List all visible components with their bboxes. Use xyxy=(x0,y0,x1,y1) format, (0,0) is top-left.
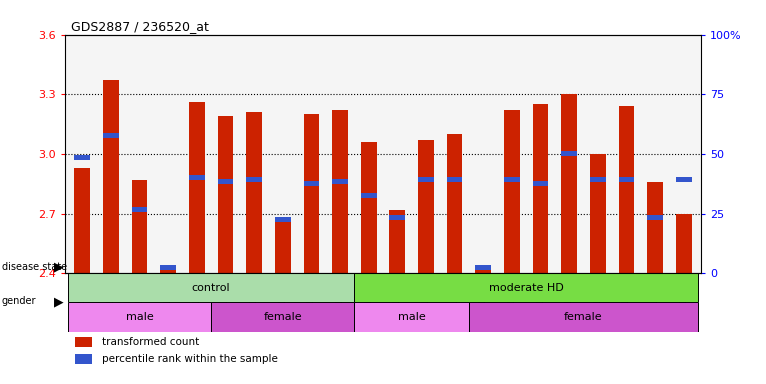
Bar xyxy=(355,273,698,302)
Bar xyxy=(590,154,606,273)
Bar xyxy=(132,180,147,273)
Bar xyxy=(332,179,348,184)
Bar xyxy=(68,302,211,331)
Bar xyxy=(590,177,606,182)
Bar xyxy=(389,215,405,220)
Bar xyxy=(303,114,319,273)
Bar xyxy=(504,110,520,273)
Bar xyxy=(211,302,355,331)
Bar xyxy=(160,265,176,270)
Text: moderate HD: moderate HD xyxy=(489,283,564,293)
Bar xyxy=(532,104,548,273)
Bar xyxy=(332,110,348,273)
Text: disease state: disease state xyxy=(2,262,67,272)
Bar xyxy=(469,302,698,331)
Text: gender: gender xyxy=(2,296,36,306)
Bar xyxy=(74,168,90,273)
Bar xyxy=(275,217,290,273)
Bar xyxy=(418,140,434,273)
Bar xyxy=(619,177,634,182)
Text: transformed count: transformed count xyxy=(102,337,199,347)
Bar xyxy=(74,337,93,347)
Text: female: female xyxy=(564,312,603,322)
Bar xyxy=(561,94,577,273)
Bar xyxy=(361,142,377,273)
Bar xyxy=(447,177,463,182)
Bar xyxy=(619,106,634,273)
Text: female: female xyxy=(264,312,302,322)
Bar xyxy=(218,116,234,273)
Bar xyxy=(647,215,663,220)
Bar xyxy=(189,102,205,273)
Bar xyxy=(561,151,577,156)
Bar xyxy=(218,179,234,184)
Bar xyxy=(68,273,355,302)
Bar xyxy=(132,207,147,212)
Bar xyxy=(74,156,90,161)
Bar xyxy=(476,267,491,273)
Bar xyxy=(476,265,491,270)
Bar xyxy=(303,181,319,186)
Text: GDS2887 / 236520_at: GDS2887 / 236520_at xyxy=(71,20,209,33)
Bar xyxy=(361,193,377,198)
Bar xyxy=(275,217,290,222)
Text: control: control xyxy=(192,283,231,293)
Text: male: male xyxy=(398,312,426,322)
Bar xyxy=(103,134,119,139)
Bar xyxy=(189,175,205,180)
Bar xyxy=(355,302,469,331)
Bar xyxy=(246,112,262,273)
Text: percentile rank within the sample: percentile rank within the sample xyxy=(102,354,278,364)
Bar xyxy=(246,177,262,182)
Bar xyxy=(532,181,548,186)
Text: ▶: ▶ xyxy=(54,295,64,308)
Bar xyxy=(676,214,692,273)
Bar xyxy=(418,177,434,182)
Bar xyxy=(447,134,463,273)
Bar xyxy=(647,182,663,273)
Bar xyxy=(676,177,692,182)
Text: ▶: ▶ xyxy=(54,260,64,273)
Bar xyxy=(504,177,520,182)
Bar xyxy=(160,269,176,273)
Bar xyxy=(74,354,93,364)
Bar xyxy=(103,80,119,273)
Bar xyxy=(389,210,405,273)
Text: male: male xyxy=(126,312,153,322)
